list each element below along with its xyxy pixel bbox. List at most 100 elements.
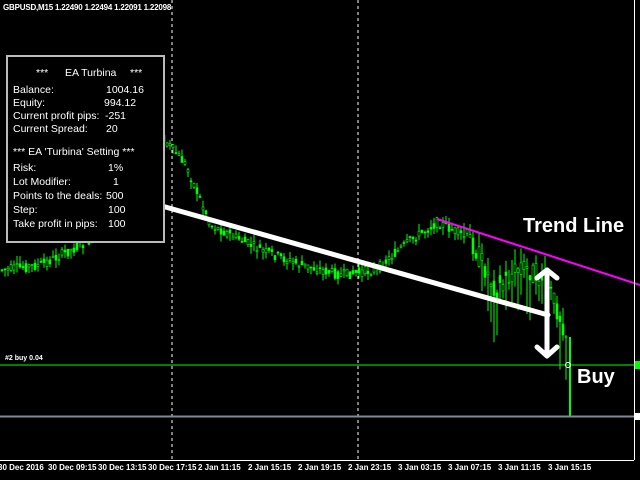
candle-body	[486, 271, 490, 275]
risk-label: Risk:	[13, 162, 37, 174]
candle-body	[435, 217, 439, 228]
candle-body	[246, 239, 250, 245]
candle-body	[210, 225, 214, 228]
candle-body	[426, 230, 430, 233]
candle-body	[549, 286, 553, 289]
panel-title: EA Turbina	[65, 67, 117, 79]
candle-body	[189, 180, 193, 183]
balance-label: Balance:	[13, 84, 54, 96]
candle-body	[45, 259, 49, 267]
candle-body	[558, 315, 562, 322]
ea-info-panel[interactable]: *** EA Turbina *** Balance: 1004.16 Equi…	[6, 55, 165, 243]
candle-body	[477, 246, 481, 267]
candle-body	[294, 258, 298, 264]
time-axis-label: 30 Dec 2016	[0, 463, 44, 472]
candle-body	[324, 267, 328, 275]
candle-body	[228, 229, 232, 234]
time-axis-label: 30 Dec 09:15	[48, 463, 97, 472]
candle-body	[498, 275, 502, 283]
candle-body	[240, 241, 244, 243]
candle-body	[372, 267, 376, 273]
candle-body	[354, 270, 358, 273]
candle-body	[363, 266, 367, 274]
time-axis-label: 2 Jan 19:15	[298, 463, 342, 472]
candle-body	[69, 249, 73, 252]
candle-body	[57, 259, 61, 261]
spread-value: 20	[106, 123, 118, 135]
price-marker	[635, 361, 640, 369]
time-axis-label: 3 Jan 07:15	[448, 463, 492, 472]
candle-body	[36, 264, 40, 267]
candle-body	[195, 187, 199, 194]
order-label: #2 buy 0.04	[5, 355, 43, 362]
candle-body	[225, 231, 229, 238]
candle-body	[183, 161, 187, 165]
candle-body	[312, 267, 316, 271]
candle-body	[441, 222, 445, 228]
double-arrow-icon	[534, 267, 560, 359]
equity-value: 994.12	[104, 97, 137, 109]
candle-body	[516, 268, 520, 273]
candle-body	[15, 263, 19, 266]
candle-body	[411, 236, 415, 240]
candle-body	[12, 264, 16, 271]
price-marker-stop	[635, 413, 640, 420]
candle-body	[51, 256, 55, 258]
candle-body	[420, 229, 424, 233]
candle-body	[369, 274, 373, 276]
candle-body	[303, 263, 307, 266]
points-label: Points to the deals:	[13, 190, 103, 202]
candle-body	[6, 267, 10, 271]
candle-body	[243, 236, 247, 243]
candle-body	[261, 249, 265, 253]
candle-body	[252, 241, 256, 244]
time-axis-label: 30 Dec 17:15	[148, 463, 197, 472]
candle-body	[495, 292, 499, 299]
candle-body	[357, 267, 361, 274]
candle-body	[180, 156, 184, 163]
candle-body	[474, 253, 478, 259]
candle-body	[330, 268, 334, 272]
points-value: 500	[106, 190, 124, 202]
candle-body	[306, 264, 310, 270]
candle-body	[3, 268, 7, 271]
candle-body	[564, 335, 568, 338]
candle-body	[231, 236, 235, 240]
time-axis-label: 3 Jan 11:15	[498, 463, 541, 472]
candle-body	[321, 269, 325, 275]
time-axis-label: 2 Jan 23:15	[348, 463, 392, 472]
candle-body	[429, 227, 433, 230]
step-label: Step:	[13, 204, 38, 216]
candle-body	[264, 248, 268, 254]
candle-body	[447, 223, 451, 232]
candle-body	[9, 264, 13, 271]
candle-body	[360, 269, 364, 277]
candle-body	[213, 229, 217, 231]
candle-body	[258, 244, 262, 248]
white-drawn-line[interactable]	[127, 194, 551, 318]
candle-body	[345, 268, 349, 276]
candle-body	[198, 196, 202, 198]
candle-body	[204, 210, 208, 215]
step-value: 100	[108, 204, 126, 216]
candle-body	[219, 228, 223, 235]
candle-body	[348, 271, 352, 280]
candle-body	[168, 143, 172, 146]
candle-body	[48, 259, 52, 265]
balance-value: 1004.16	[106, 84, 144, 96]
candle-body	[480, 253, 484, 261]
candle-body	[468, 234, 472, 238]
candle-body	[237, 236, 241, 240]
candle-body	[54, 254, 58, 261]
equity-label: Equity:	[13, 97, 46, 109]
candle-body	[459, 230, 463, 233]
candle-body	[285, 261, 289, 264]
candle-body	[534, 263, 538, 281]
trend-line[interactable]	[436, 218, 640, 286]
candle-body	[492, 280, 496, 296]
candle-body	[453, 227, 457, 234]
candle-body	[405, 239, 409, 243]
buy-arrow-marker[interactable]	[565, 362, 571, 368]
stars: ***	[130, 67, 143, 79]
spread-label: Current Spread:	[13, 123, 88, 135]
